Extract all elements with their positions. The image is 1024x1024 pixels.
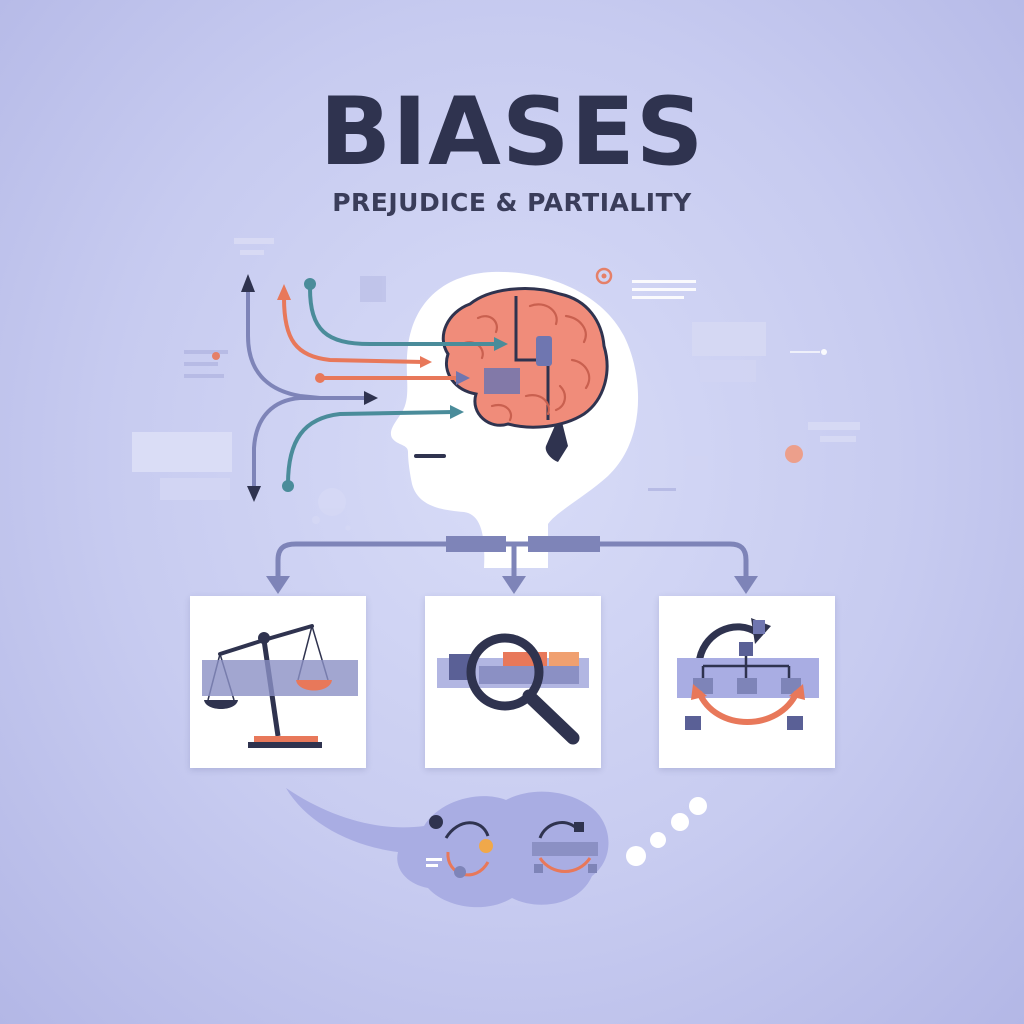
background-decor (132, 238, 860, 531)
brain-icon (441, 287, 609, 462)
page-title: BIASES (319, 78, 705, 187)
magnifier-card (425, 596, 601, 768)
arrow-heads (241, 274, 508, 502)
mini-flow-icon (532, 821, 598, 873)
thought-cloud (286, 788, 707, 908)
cycle-flow-icon (677, 618, 819, 730)
scale-card (190, 596, 366, 768)
magnifier-icon (437, 633, 589, 745)
cycle-card (659, 596, 835, 768)
scale-icon (202, 624, 358, 748)
input-arrows (246, 286, 502, 490)
mini-cycle-icon (426, 815, 493, 878)
connector-lines (266, 536, 758, 594)
page-subtitle: PREJUDICE & PARTIALITY (332, 188, 692, 217)
